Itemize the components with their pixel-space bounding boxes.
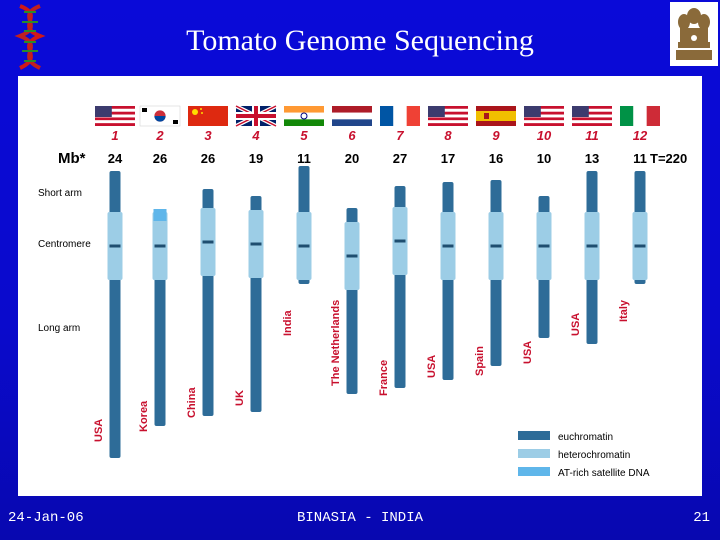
chromosome-3: 3 26 China	[186, 106, 228, 418]
long-arm-label: Long arm	[38, 323, 80, 334]
footer-organization: BINASIA - INDIA	[296, 510, 424, 526]
chromosome-diagram: Short arm Centromere Long arm Mb* T=220 …	[38, 104, 687, 479]
mb-label: Mb*	[58, 150, 86, 167]
chromosome-size-mb: 24	[108, 151, 123, 166]
chromosome-11: 11 13 USA	[570, 106, 612, 344]
netherlands-flag-icon	[332, 106, 372, 126]
chromosome-9: 9 16 Spain	[474, 106, 516, 376]
country-label: USA	[93, 419, 105, 442]
chromosome-size-mb: 17	[441, 151, 455, 166]
legend-swatch-satellite	[518, 467, 550, 476]
country-label: USA	[426, 355, 438, 378]
korea-flag-icon	[139, 105, 181, 127]
chromosome-number: 9	[492, 128, 500, 143]
chromosome-size-mb: 27	[393, 151, 407, 166]
centromere-mark	[154, 244, 166, 248]
spain-flag-icon	[476, 106, 516, 126]
chromosome-8: 8 17 USA	[426, 106, 468, 380]
centromere-mark	[298, 244, 310, 248]
legend-label-euchromatin: euchromatin	[558, 432, 613, 443]
chromosome-7: 7 27 France	[378, 106, 420, 396]
centromere-mark	[202, 240, 214, 244]
chromosome-number: 3	[204, 128, 212, 143]
centromere-mark	[250, 242, 262, 246]
chromosome-number: 10	[537, 128, 552, 143]
centromere-mark	[490, 244, 502, 248]
dna-helix-icon	[14, 4, 46, 70]
centromere-mark	[538, 244, 550, 248]
usa-flag-icon	[524, 106, 564, 126]
chromosome-size-mb: 26	[153, 151, 167, 166]
chromosome-1: 1 24 USA	[93, 106, 135, 458]
chromosome-4: 4 19 UK	[234, 104, 277, 412]
italy-flag-icon	[620, 106, 660, 126]
country-label: The Netherlands	[330, 300, 342, 386]
chromosome-10: 10 10 USA	[522, 106, 564, 364]
country-label: UK	[234, 390, 246, 406]
euchromatin-segment	[442, 182, 454, 380]
total-label: T=220	[650, 151, 687, 166]
chromosome-2: 2 26 Korea	[138, 105, 181, 432]
chromosome-size-mb: 10	[537, 151, 551, 166]
chromosome-size-mb: 26	[201, 151, 215, 166]
country-label: Korea	[138, 400, 150, 432]
country-label: China	[186, 387, 198, 418]
country-label: France	[378, 360, 390, 396]
centromere-mark	[586, 244, 598, 248]
chromosome-size-mb: 11	[297, 151, 311, 166]
chromosome-12: 12 11 Italy	[618, 106, 660, 322]
chromosome-number: 6	[348, 128, 356, 143]
uk-flag-icon	[235, 104, 277, 128]
diagram-panel: Short arm Centromere Long arm Mb* T=220 …	[18, 76, 702, 496]
centromere-mark	[442, 244, 454, 248]
chromosome-number: 11	[585, 128, 599, 143]
legend-label-heterochromatin: heterochromatin	[558, 450, 630, 461]
legend-label-satellite: AT-rich satellite DNA	[558, 468, 650, 479]
chromosome-columns: 1 24 USA 2 26 Korea 3 26 China 4 19 UK 5 11 India 6 20 Th…	[93, 104, 660, 458]
chromosome-size-mb: 16	[489, 151, 503, 166]
chromosome-number: 8	[444, 128, 452, 143]
national-emblem-icon	[670, 2, 718, 66]
slide-title: Tomato Genome Sequencing	[186, 24, 534, 57]
china-flag-icon	[188, 106, 228, 126]
centromere-mark	[346, 254, 358, 258]
chromosome-number: 4	[251, 128, 260, 143]
india-flag-icon	[284, 106, 324, 126]
chromosome-size-mb: 11	[633, 151, 647, 166]
page-number: 21	[693, 510, 710, 526]
chromosome-number: 7	[396, 128, 404, 143]
chromosome-5: 5 11 India	[282, 106, 324, 336]
footer-date: 24-Jan-06	[8, 510, 84, 526]
legend: euchromatin heterochromatin AT-rich sate…	[518, 431, 650, 479]
country-label: Spain	[474, 346, 486, 376]
country-label: India	[282, 309, 294, 336]
france-flag-icon	[380, 106, 420, 126]
legend-swatch-heterochromatin	[518, 449, 550, 458]
chromosome-number: 2	[155, 128, 164, 143]
usa-flag-icon	[428, 106, 468, 126]
centromere-mark	[634, 244, 646, 248]
country-label: USA	[570, 313, 582, 336]
chromosome-size-mb: 20	[345, 151, 359, 166]
short-arm-label: Short arm	[38, 188, 82, 199]
country-label: USA	[522, 341, 534, 364]
centromere-mark	[394, 239, 406, 243]
chromosome-size-mb: 13	[585, 151, 599, 166]
satellite-dna-segment	[153, 209, 167, 221]
chromosome-number: 12	[633, 128, 648, 143]
legend-swatch-euchromatin	[518, 431, 550, 440]
chromosome-6: 6 20 The Netherlands	[330, 106, 372, 394]
usa-flag-icon	[95, 106, 135, 126]
chromosome-number: 1	[111, 128, 118, 143]
chromosome-number: 5	[300, 128, 308, 143]
chromosome-size-mb: 19	[249, 151, 263, 166]
centromere-label: Centromere	[38, 239, 91, 250]
country-label: Italy	[618, 299, 630, 322]
usa-flag-icon	[572, 106, 612, 126]
centromere-mark	[109, 244, 121, 248]
